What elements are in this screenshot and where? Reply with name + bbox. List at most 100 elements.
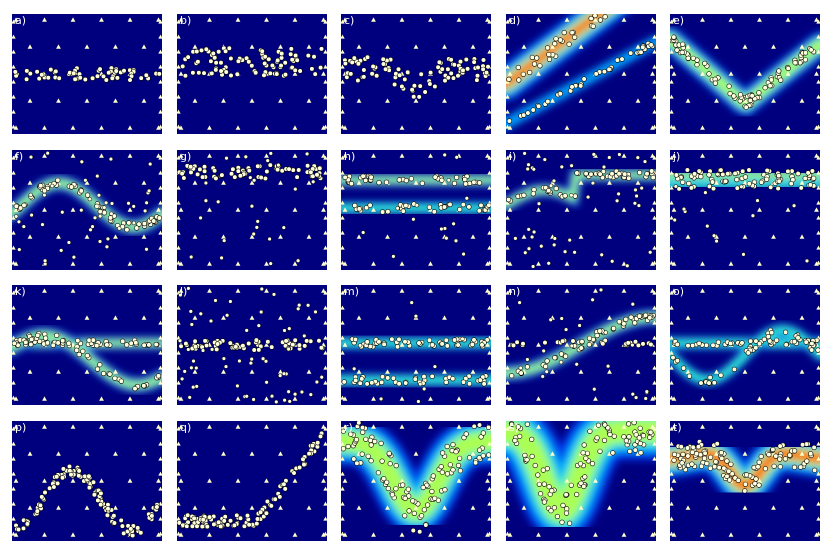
circle-icon xyxy=(739,184,744,189)
circle-icon xyxy=(469,341,475,348)
triangle-icon xyxy=(264,342,269,347)
triangle-icon xyxy=(371,532,376,537)
circle-icon xyxy=(24,76,30,82)
circle-icon xyxy=(765,333,771,340)
triangle-icon xyxy=(385,505,390,510)
circle-icon xyxy=(695,444,702,450)
triangle-icon xyxy=(816,34,820,39)
circle-icon xyxy=(228,299,233,304)
triangle-icon xyxy=(235,396,241,401)
circle-icon xyxy=(581,442,587,448)
triangle-icon xyxy=(341,170,345,175)
triangle-icon xyxy=(506,49,510,54)
circle-icon xyxy=(213,298,218,303)
circle-icon xyxy=(383,179,390,185)
circle-icon xyxy=(76,468,82,474)
triangle-icon xyxy=(507,17,513,22)
triangle-icon xyxy=(593,396,598,401)
heatmap-plot xyxy=(12,421,162,541)
panel-label: e) xyxy=(673,14,685,27)
circle-icon xyxy=(118,378,124,384)
triangle-icon xyxy=(799,451,805,456)
circle-icon xyxy=(727,90,733,97)
circle-icon xyxy=(381,475,387,482)
circle-icon xyxy=(66,340,72,346)
circle-icon xyxy=(107,215,114,221)
triangle-icon xyxy=(771,98,776,103)
circle-icon xyxy=(698,463,705,469)
triangle-icon xyxy=(323,124,327,129)
circle-icon xyxy=(393,486,399,492)
circle-icon xyxy=(254,520,260,527)
triangle-icon xyxy=(487,395,491,400)
triangle-icon xyxy=(487,260,491,265)
circle-icon xyxy=(312,71,318,77)
triangle-icon xyxy=(249,451,255,456)
triangle-icon xyxy=(700,17,705,22)
circle-icon xyxy=(803,339,809,345)
circle-icon xyxy=(254,516,261,522)
circle-icon xyxy=(178,292,183,298)
triangle-icon xyxy=(816,79,820,84)
triangle-icon xyxy=(12,441,16,446)
circle-icon xyxy=(791,203,797,208)
circle-icon xyxy=(809,168,815,174)
triangle-icon xyxy=(487,170,491,175)
circle-icon xyxy=(51,484,57,490)
triangle-icon xyxy=(652,365,656,370)
circle-icon xyxy=(542,339,548,346)
circle-icon xyxy=(749,93,755,99)
triangle-icon xyxy=(700,288,705,293)
circle-icon xyxy=(649,168,655,174)
triangle-icon xyxy=(192,44,198,49)
circle-icon xyxy=(50,342,56,348)
triangle-icon xyxy=(670,471,674,476)
triangle-icon xyxy=(207,424,212,429)
circle-icon xyxy=(800,442,806,448)
triangle-icon xyxy=(341,320,345,325)
circle-icon xyxy=(480,66,486,72)
circle-icon xyxy=(685,55,691,61)
triangle-icon xyxy=(816,320,820,325)
circle-icon xyxy=(397,72,403,78)
panel-label: o) xyxy=(673,285,685,298)
circle-icon xyxy=(734,177,740,183)
circle-icon xyxy=(442,487,448,493)
heatmap-plot xyxy=(670,14,820,134)
triangle-icon xyxy=(507,207,513,212)
triangle-icon xyxy=(321,207,326,212)
triangle-icon xyxy=(12,109,16,114)
circle-icon xyxy=(549,488,555,494)
circle-icon xyxy=(286,166,292,172)
circle-icon xyxy=(600,341,606,347)
circle-icon xyxy=(544,45,551,51)
triangle-icon xyxy=(670,380,674,385)
heatmap-panel: q) xyxy=(177,421,327,541)
circle-icon xyxy=(189,365,194,370)
triangle-icon xyxy=(507,261,513,266)
circle-icon xyxy=(455,342,461,348)
triangle-icon xyxy=(12,155,16,160)
triangle-icon xyxy=(670,109,674,114)
circle-icon xyxy=(521,112,527,118)
triangle-icon xyxy=(264,125,269,130)
triangle-icon xyxy=(814,207,819,212)
circle-icon xyxy=(318,345,324,351)
triangle-icon xyxy=(321,153,326,158)
triangle-icon xyxy=(177,155,181,160)
circle-icon xyxy=(616,191,621,197)
triangle-icon xyxy=(700,207,705,212)
circle-icon xyxy=(21,224,26,229)
circle-icon xyxy=(421,373,427,380)
triangle-icon xyxy=(70,532,76,537)
circle-icon xyxy=(690,55,696,61)
triangle-icon xyxy=(428,125,433,130)
circle-icon xyxy=(263,359,269,364)
triangle-icon xyxy=(42,396,47,401)
circle-icon xyxy=(558,360,564,365)
triangle-icon xyxy=(593,17,598,22)
triangle-icon xyxy=(671,207,677,212)
triangle-icon xyxy=(487,486,491,491)
circle-icon xyxy=(41,188,48,194)
circle-icon xyxy=(545,98,551,105)
